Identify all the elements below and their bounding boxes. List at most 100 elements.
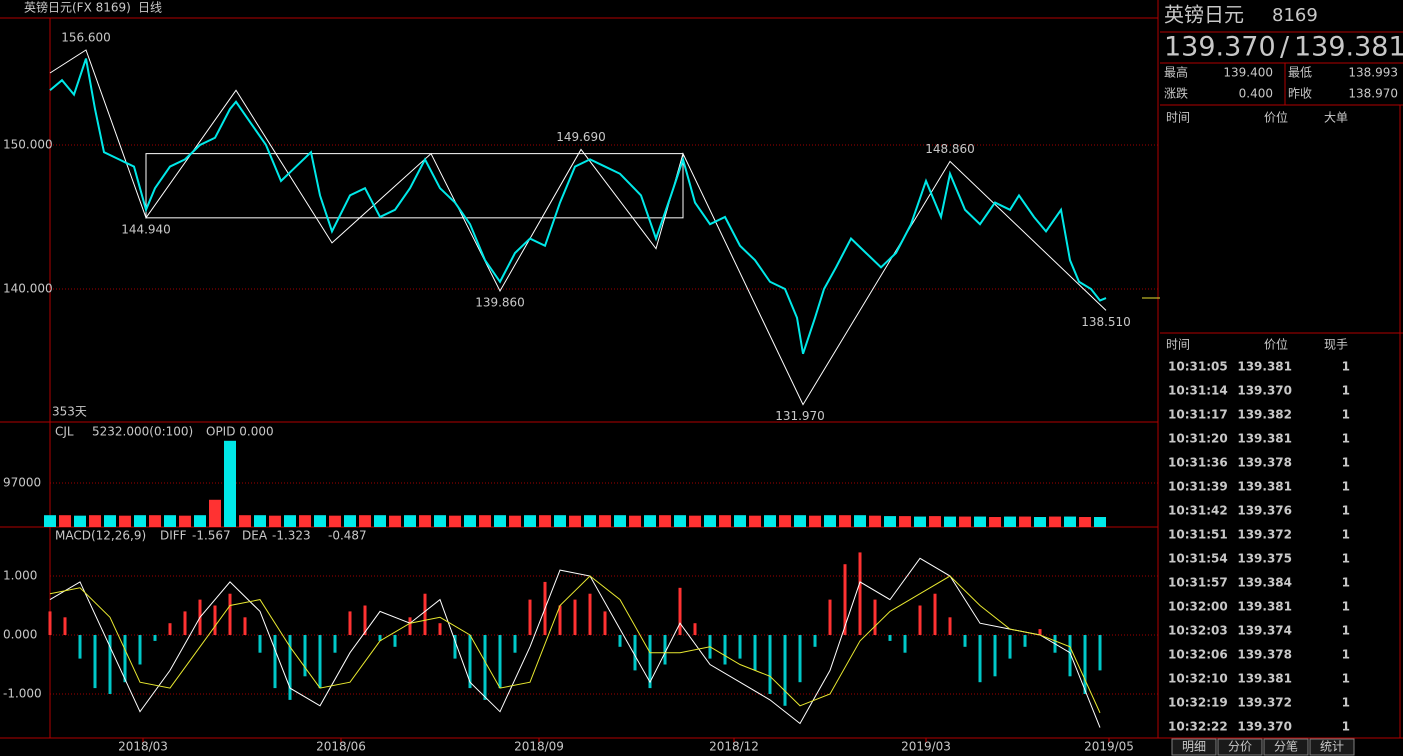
tab[interactable] — [1171, 738, 1217, 756]
volume-bar — [284, 515, 297, 527]
zigzag — [49, 49, 1107, 406]
tab-label[interactable]: 分价 — [1228, 740, 1252, 754]
volume-bar — [1004, 516, 1017, 527]
volume-bar — [659, 515, 672, 527]
volume-bar — [644, 515, 657, 527]
pivot-label: 144.940 — [121, 222, 171, 236]
volume-bar — [509, 515, 522, 527]
x-tick-label: 2018/06 — [316, 740, 366, 754]
volume-bar — [149, 515, 162, 527]
macd-bar — [123, 635, 127, 683]
tab[interactable] — [1263, 738, 1309, 756]
volume-bar — [209, 499, 222, 527]
symbol[interactable]: 英镑日元(FX 8169) — [24, 0, 131, 15]
days-label: 353天 — [52, 405, 87, 419]
volume-bar — [839, 515, 852, 527]
volume-bar — [974, 516, 987, 527]
volume-bar — [914, 516, 927, 527]
macd-bar — [183, 611, 187, 636]
macd-name[interactable]: MACD(12,26,9) — [55, 529, 146, 543]
change: 0.400 — [1239, 87, 1273, 101]
tab-label[interactable]: 分笔 — [1274, 739, 1298, 754]
macd-bar — [288, 635, 292, 700]
macd-bar — [48, 611, 52, 636]
volume-bar — [179, 515, 192, 527]
volume-bar — [119, 515, 132, 527]
macd-bar — [228, 593, 232, 636]
trades-header: 时间 — [1166, 338, 1190, 352]
macd-bar — [468, 635, 472, 689]
prev-label: 昨收 — [1288, 87, 1312, 101]
trade-time: 10:31:39 — [1168, 480, 1228, 494]
trade-price: 139.381 — [1237, 672, 1292, 686]
macd-bar — [843, 564, 847, 636]
trade-price: 139.375 — [1237, 552, 1292, 566]
low: 138.993 — [1348, 66, 1398, 80]
volume-bar — [269, 515, 282, 527]
volume-bar — [734, 515, 747, 527]
trade-volume: 1 — [1342, 672, 1350, 686]
trade-volume: 1 — [1342, 624, 1350, 638]
macd-value: -0.487 — [328, 529, 367, 543]
macd-bar — [438, 623, 442, 636]
volume-bar — [194, 515, 207, 527]
trade-time: 10:32:10 — [1168, 672, 1228, 686]
trade-price: 139.381 — [1237, 600, 1292, 614]
trade-price: 139.384 — [1237, 576, 1292, 590]
macd-line — [49, 575, 1101, 714]
macd-bar — [798, 635, 802, 683]
macd-bar — [1083, 635, 1087, 694]
indicator-params: 5232.000(0:100) — [92, 425, 193, 439]
volume-bar — [464, 515, 477, 527]
trades-header: 现手 — [1324, 338, 1348, 352]
macd-bar — [963, 635, 967, 647]
macd-bar — [258, 635, 262, 653]
volume-bar — [989, 517, 1002, 527]
period[interactable]: 日线 — [138, 1, 162, 15]
x-tick-label: 2018/03 — [118, 740, 168, 754]
macd-bar — [408, 617, 412, 636]
tab[interactable] — [1309, 738, 1355, 756]
pivot-label: 149.690 — [556, 130, 606, 144]
trade-price: 139.381 — [1237, 360, 1292, 374]
macd-bar — [138, 635, 142, 665]
macd-bar — [648, 635, 652, 689]
volume-bar — [314, 515, 327, 527]
volume-bar — [254, 515, 267, 527]
volume-bar — [344, 515, 357, 527]
trade-volume: 1 — [1342, 696, 1350, 710]
dea-value: -1.323 — [272, 529, 311, 543]
trade-volume: 1 — [1342, 384, 1350, 398]
big-header: 大单 — [1324, 111, 1348, 125]
trade-volume: 1 — [1342, 432, 1350, 446]
tab-label[interactable]: 统计 — [1320, 740, 1344, 754]
separator: / — [1280, 32, 1290, 63]
macd-bar — [153, 635, 157, 641]
volume-bar — [569, 515, 582, 527]
trade-time: 10:31:51 — [1168, 528, 1228, 542]
macd-bar — [318, 635, 322, 689]
volume-bar — [779, 515, 792, 527]
volume-bar — [1049, 516, 1062, 527]
trade-time: 10:32:00 — [1168, 600, 1228, 614]
macd-bar — [1068, 635, 1072, 677]
macd-bar — [618, 635, 622, 647]
macd-bar — [933, 593, 937, 636]
macd-bar — [243, 617, 247, 636]
volume-bar — [329, 515, 342, 527]
tab[interactable] — [1217, 738, 1263, 756]
volume-bar — [479, 515, 492, 527]
trade-volume: 1 — [1342, 720, 1350, 734]
macd-bar — [273, 635, 277, 689]
y-tick-label: 0.000 — [3, 628, 37, 642]
trade-time: 10:31:20 — [1168, 432, 1228, 446]
macd-bar — [918, 605, 922, 636]
volume-bar — [584, 515, 597, 527]
macd-bar — [978, 635, 982, 683]
indicator[interactable]: CJL — [55, 425, 74, 439]
change-label: 涨跌 — [1164, 86, 1188, 101]
trade-time: 10:31:42 — [1168, 504, 1228, 518]
low-label: 最低 — [1288, 66, 1312, 80]
tab-label[interactable]: 明细 — [1182, 740, 1206, 754]
trade-time: 10:31:17 — [1168, 408, 1228, 422]
